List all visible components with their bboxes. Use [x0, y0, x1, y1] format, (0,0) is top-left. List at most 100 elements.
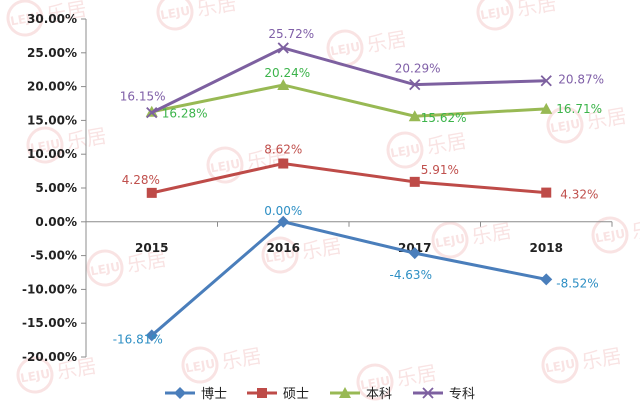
legend-item: 专科 — [413, 387, 475, 402]
y-tick-label: 5.00% — [35, 181, 77, 195]
data-label: 20.87% — [558, 73, 604, 87]
watermark: LEJU 乐居 — [156, 0, 239, 31]
legend-marker — [257, 388, 267, 398]
data-labels: -16.81% 0.00% -4.63% -8.52% 4.28% 8.62% 5.91% 4… — [113, 27, 604, 347]
data-label: 20.29% — [395, 62, 441, 76]
watermark-logo: LEJU — [19, 366, 51, 385]
data-label: 15.62% — [421, 111, 467, 125]
legend-label: 博士 — [201, 387, 227, 402]
legend-label: 硕士 — [283, 387, 309, 402]
data-label: 16.71% — [556, 102, 602, 116]
watermark-text: 乐居 — [470, 218, 514, 249]
legend-marker — [174, 387, 186, 399]
data-point — [540, 75, 552, 87]
watermark-logo: LEJU — [549, 116, 581, 135]
watermark-text: 乐居 — [365, 26, 409, 57]
watermark-text: 乐居 — [395, 360, 439, 391]
series-layer — [145, 42, 553, 342]
x-tick-label: 2015 — [135, 241, 168, 255]
axes: 30.00% 25.00% 20.00% 15.00% 10.00% 5.00% 0.00%… — [22, 12, 613, 364]
legend-item: 本科 — [330, 387, 392, 402]
watermark: LEJU 乐居 — [591, 213, 640, 254]
series-line — [151, 162, 547, 195]
watermark-logo: LEJU — [544, 356, 576, 375]
data-point — [277, 42, 289, 54]
watermark-logo: LEJU — [479, 3, 511, 22]
watermark-logo: LEJU — [434, 231, 466, 250]
watermark-text: 乐居 — [300, 233, 344, 264]
data-point — [409, 79, 421, 91]
series-硕士 — [146, 158, 552, 198]
watermark-text: 乐居 — [515, 0, 559, 21]
data-point — [278, 158, 289, 169]
series-博士 — [145, 215, 553, 342]
watermark-logo: LEJU — [389, 141, 421, 160]
data-label: 0.00% — [264, 204, 302, 218]
series-本科 — [145, 78, 553, 122]
data-point — [145, 329, 158, 342]
legend-marker — [339, 387, 351, 398]
data-point — [277, 78, 290, 90]
watermark-text: 乐居 — [580, 343, 624, 374]
data-label: -8.52% — [556, 276, 598, 290]
y-tick-label: -20.00% — [22, 350, 77, 364]
y-tick-label: -15.00% — [22, 316, 77, 330]
watermark: LEJU 乐居 — [476, 0, 559, 31]
watermark-logo: LEJU — [29, 136, 61, 155]
watermark-logo: LEJU — [159, 3, 191, 22]
legend-label: 专科 — [449, 387, 475, 402]
watermark: LEJU 乐居 — [541, 343, 624, 384]
x-tick-label: 2016 — [267, 241, 300, 255]
series-line — [150, 220, 547, 337]
legend: 博士 硕士 本科 专科 — [165, 387, 475, 402]
watermark-text: 乐居 — [220, 343, 264, 374]
watermark-logo: LEJU — [89, 259, 121, 278]
data-point — [146, 106, 158, 119]
x-tick-label: 2018 — [530, 241, 563, 255]
watermark-logo: LEJU — [359, 373, 391, 392]
series-line — [151, 83, 547, 118]
data-label: 8.62% — [264, 143, 302, 157]
data-label: 16.28% — [162, 107, 208, 121]
watermark-logo: LEJU — [594, 226, 626, 245]
y-tick-label: 0.00% — [35, 215, 77, 229]
y-tick-label: 20.00% — [27, 80, 77, 94]
watermark: LEJU 乐居 — [181, 343, 264, 384]
watermark-logo: LEJU — [9, 9, 41, 28]
data-point — [541, 187, 552, 198]
y-tick-label: 30.00% — [27, 12, 77, 26]
data-label: 16.15% — [120, 90, 166, 104]
data-label: -4.63% — [390, 268, 432, 282]
data-point — [540, 102, 553, 114]
series-line — [151, 46, 547, 114]
data-label: 4.32% — [560, 188, 598, 202]
data-point — [146, 187, 157, 198]
data-point — [408, 110, 421, 122]
data-label: 25.72% — [268, 27, 314, 41]
legend-item: 硕士 — [247, 387, 309, 402]
watermark-text: 乐居 — [195, 0, 239, 21]
data-label: 4.28% — [122, 173, 160, 187]
legend-item: 博士 — [165, 387, 227, 402]
data-point — [540, 273, 553, 286]
y-tick-label: -5.00% — [30, 249, 77, 263]
watermark: LEJU 乐居 — [431, 218, 514, 259]
data-label: 20.24% — [264, 66, 310, 80]
data-point — [277, 215, 290, 228]
watermark: LEJU 乐居 — [6, 0, 88, 37]
watermark-logo: LEJU — [329, 39, 361, 58]
series-专科 — [146, 42, 552, 119]
data-point — [409, 176, 420, 187]
watermark-logo: LEJU — [264, 246, 296, 265]
y-tick-label: 10.00% — [27, 147, 77, 161]
watermark-logo: LEJU — [209, 156, 241, 175]
watermark-logo: LEJU — [184, 356, 216, 375]
data-label: -16.81% — [113, 332, 163, 346]
data-point — [408, 247, 421, 260]
y-tick-label: -10.00% — [22, 282, 77, 296]
watermark: LEJU 乐居 — [326, 26, 409, 67]
y-tick-label: 15.00% — [27, 113, 77, 127]
